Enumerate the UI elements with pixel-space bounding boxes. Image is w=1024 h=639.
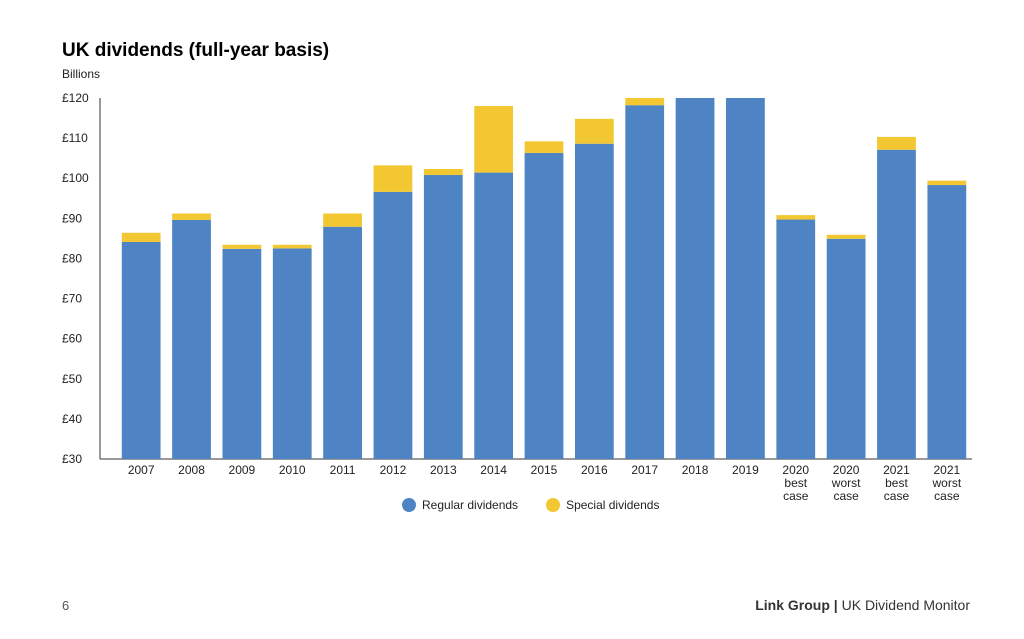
bar-regular [877, 149, 916, 459]
x-tick-label: 2009 [229, 463, 256, 477]
bar-regular [675, 98, 715, 459]
x-tick-label: 2021 worst case [931, 463, 961, 503]
legend-swatch-regular [402, 498, 416, 512]
y-tick-label: £40 [62, 412, 82, 426]
y-tick-label: £90 [62, 211, 82, 225]
bar-special [373, 165, 413, 192]
bar-special [776, 215, 816, 220]
x-tick-label: 2011 [330, 463, 356, 477]
bar-regular [474, 172, 514, 459]
bar-special [625, 98, 665, 106]
x-tick-label: 2018 [682, 463, 709, 477]
y-tick-label: £70 [62, 292, 82, 306]
x-tick-label: 2008 [178, 463, 205, 477]
bar-special [877, 136, 916, 150]
bar-regular [625, 105, 665, 459]
bar-regular [726, 98, 765, 459]
bar-regular [272, 248, 312, 459]
brand-name: Link Group [755, 597, 830, 613]
bar-regular [222, 248, 262, 459]
y-tick-label: £60 [62, 332, 82, 346]
x-tick-label: 2019 [732, 463, 759, 477]
bar-regular [373, 191, 413, 460]
x-tick-label: 2014 [480, 463, 507, 477]
bar-special [323, 213, 362, 227]
legend-item-special: Special dividends [546, 498, 659, 512]
bar-regular [121, 241, 161, 459]
y-axis-unit-label: Billions [62, 67, 101, 81]
page-number: 6 [62, 598, 70, 613]
bar-special [524, 141, 564, 153]
x-tick-label: 2020 best case [782, 463, 809, 503]
x-tick-label: 2021 best case [883, 463, 910, 503]
bar-regular [776, 219, 816, 459]
chart-title: UK dividends (full-year basis) [62, 40, 330, 61]
bar-special [272, 244, 312, 249]
x-tick-label: 2010 [279, 463, 306, 477]
legend-swatch-special [546, 498, 561, 512]
legend-item-regular: Regular dividends [402, 498, 518, 512]
x-tick-label: 2007 [128, 463, 155, 477]
bar-special [826, 234, 866, 239]
brand-separator: | [833, 597, 838, 613]
y-tick-label: £100 [62, 171, 89, 185]
legend: Regular dividends Special dividends [402, 498, 659, 512]
y-tick-label: £80 [62, 251, 82, 265]
x-tick-label: 2012 [380, 463, 407, 477]
bar-regular [574, 143, 614, 459]
bar-regular [423, 175, 463, 459]
x-tick-label: 2020 worst case [831, 463, 861, 503]
x-tick-label: 2016 [581, 463, 608, 477]
legend-label-regular: Regular dividends [422, 498, 519, 512]
x-tick-label: 2013 [430, 463, 457, 477]
bar-regular [826, 238, 866, 459]
bar-special [222, 244, 262, 249]
bar-special [574, 118, 614, 144]
y-tick-label: £110 [62, 131, 88, 145]
bar-special [172, 213, 211, 220]
x-tick-label: 2015 [531, 463, 558, 477]
bar-special [121, 232, 161, 242]
bar-regular [927, 185, 967, 459]
bar-chart: £30 £40 £50 £60 £70 £80 £90 £100 £110 £120 2007 200… [62, 91, 972, 503]
bar-regular [524, 152, 564, 460]
bar-regular [172, 219, 211, 459]
bar-special [423, 168, 463, 176]
bar-regular [323, 226, 362, 459]
y-tick-label: £50 [62, 372, 82, 386]
bar-special [474, 106, 514, 173]
bar-special [927, 180, 967, 186]
y-tick-label: £30 [62, 452, 82, 466]
footer-brand: Link Group | UK Dividend Monitor [755, 597, 970, 613]
legend-label-special: Special dividends [566, 498, 660, 512]
publication-name: UK Dividend Monitor [841, 597, 970, 613]
y-tick-label: £120 [62, 91, 89, 105]
x-tick-label: 2017 [631, 463, 658, 477]
